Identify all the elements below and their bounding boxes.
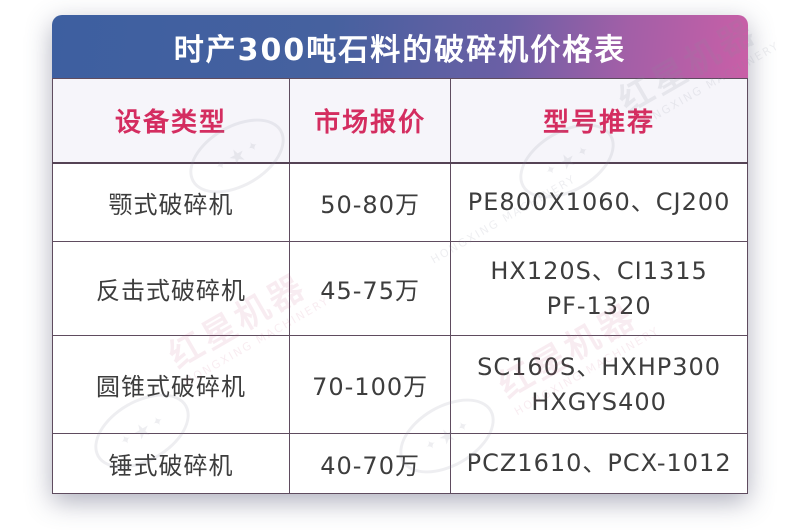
price-cell: 50-80万 [288,162,452,242]
price-cell: 70-100万 [288,335,452,434]
table-row: 反击式破碎机 45-75万 HX120S、CI1315 PF-1320 [52,241,748,336]
equipment-type-cell: 颚式破碎机 [52,162,290,242]
column-header-market-price: 市场报价 [288,78,452,164]
models-cell: PCZ1610、PCX-1012 [450,433,748,494]
table-header-row: 设备类型 市场报价 型号推荐 [52,78,748,164]
models-cell: SC160S、HXHP300 HXGYS400 [450,335,748,434]
price-table-card: 时产300吨石料的破碎机价格表 设备类型 市场报价 型号推荐 颚式破碎机 50-… [52,15,748,494]
models-cell: HX120S、CI1315 PF-1320 [450,241,748,336]
models-cell: PE800X1060、CJ200 [450,162,748,242]
price-cell: 40-70万 [288,433,452,494]
crusher-price-table: 设备类型 市场报价 型号推荐 颚式破碎机 50-80万 PE800X1060、C… [52,78,748,494]
equipment-type-cell: 反击式破碎机 [52,241,290,336]
table-row: 锤式破碎机 40-70万 PCZ1610、PCX-1012 [52,433,748,494]
page-title: 时产300吨石料的破碎机价格表 [173,32,627,68]
price-cell: 45-75万 [288,241,452,336]
table-row: 颚式破碎机 50-80万 PE800X1060、CJ200 [52,162,748,242]
column-header-equipment-type: 设备类型 [52,78,290,164]
table-row: 圆锥式破碎机 70-100万 SC160S、HXHP300 HXGYS400 [52,335,748,434]
equipment-type-cell: 圆锥式破碎机 [52,335,290,434]
equipment-type-cell: 锤式破碎机 [52,433,290,494]
title-banner: 时产300吨石料的破碎机价格表 [52,15,748,78]
column-header-model-recommendation: 型号推荐 [450,78,748,164]
